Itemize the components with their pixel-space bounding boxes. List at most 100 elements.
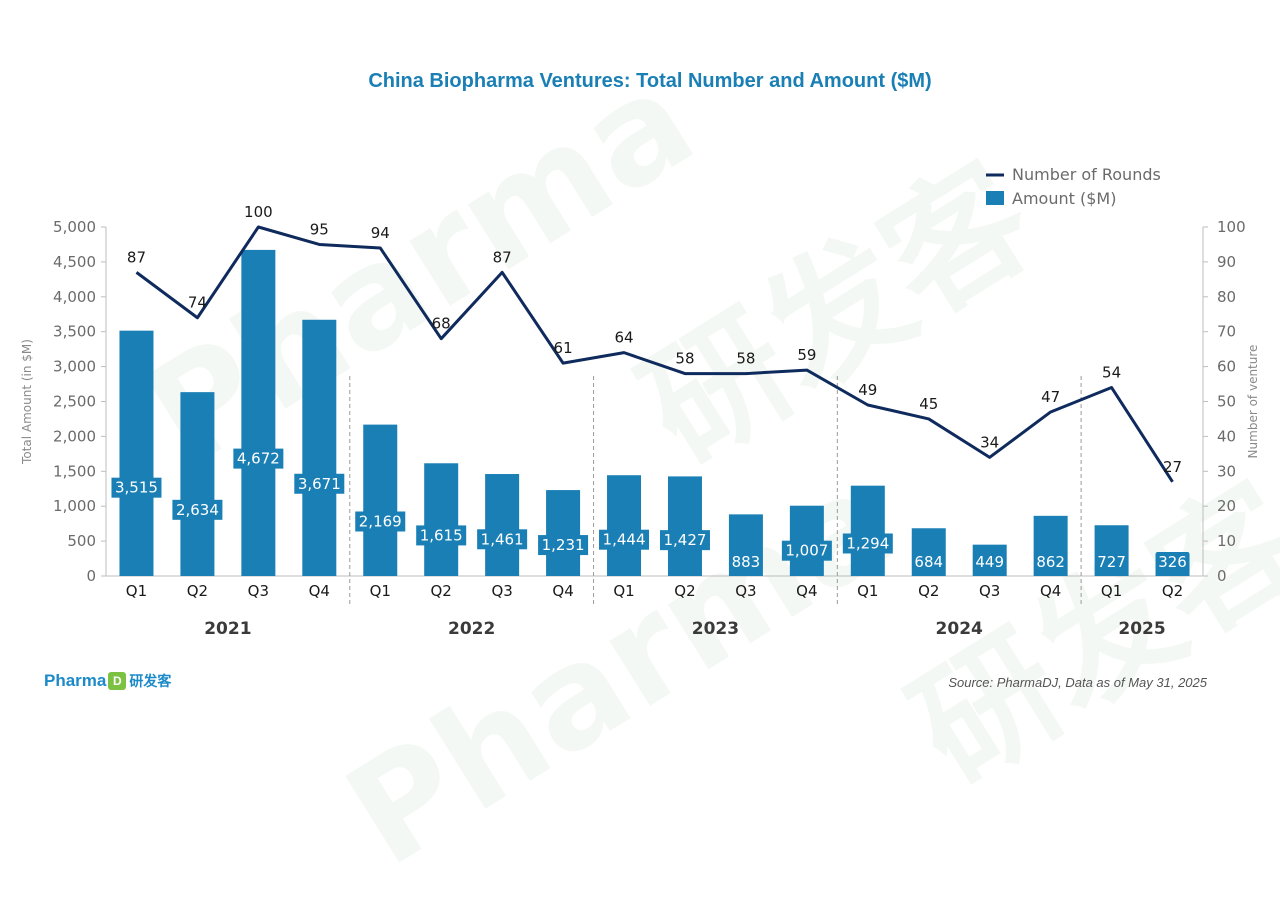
x-tick-label: Q2 [1162,582,1183,600]
bar-label-bg [599,529,650,550]
y-left-tick-label: 4,500 [53,253,96,271]
y-right-tick-label: 0 [1217,567,1227,585]
y-left-tick-label: 500 [67,532,96,550]
y-left-tick-label: 0 [86,567,96,585]
year-group-label: 2021 [204,619,251,639]
line-point-label: 87 [493,248,512,266]
bar-label-bg [659,530,710,551]
bar-label: 3,671 [298,475,341,493]
line-point-label: 49 [858,381,877,399]
bar-label-bg [1156,552,1189,572]
y-right-tick-label: 80 [1217,288,1236,306]
bar-label: 449 [975,553,1004,571]
bar-label-bg [729,552,763,572]
line-series-rounds [135,225,1174,483]
x-tick-label: Q2 [674,582,695,600]
y-right-tick-label: 70 [1217,323,1236,341]
bar [119,330,154,576]
bar-label-bg [416,525,467,546]
x-tick-label: Q4 [1040,582,1061,600]
x-tick-label: Q3 [491,582,512,600]
y-right-tick-label: 100 [1217,218,1246,236]
year-group-label: 2022 [448,619,495,639]
bar-label-bg [1095,552,1128,572]
bar-label: 1,615 [420,526,463,544]
bar-label: 2,169 [359,512,402,530]
bar-label: 1,294 [846,534,889,552]
bar-label: 727 [1097,553,1126,571]
y-left-tick-label: 2,000 [53,427,96,445]
bar [607,475,642,576]
x-tick-label: Q2 [187,582,208,600]
bar-label-bg [172,499,223,520]
line-point-label: 47 [1041,388,1060,406]
line-point-label: 87 [127,248,146,266]
logo-cn-text: 研发客 [129,674,172,690]
bar-label: 4,672 [237,450,280,468]
y-left-tick-label: 2,500 [53,393,96,411]
line-point-label: 54 [1102,364,1121,382]
bar-label-bg [477,529,528,550]
bar-label: 1,444 [603,531,646,549]
bar-label-bg [538,535,589,556]
line-point-label: 100 [244,203,273,221]
y-left-tick-label: 1,500 [53,462,96,480]
chart-svg: 05001,0001,5002,0002,5003,0003,5004,0004… [20,165,1260,639]
bar-label: 3,515 [115,479,158,497]
x-tick-label: Q2 [431,582,452,600]
bar-label: 1,461 [481,530,524,548]
y-left-tick-label: 3,500 [53,323,96,341]
x-tick-label: Q4 [552,582,573,600]
y-left-tick-label: 1,000 [53,497,96,515]
line-point-label: 59 [797,346,816,364]
line-point-label: 58 [736,350,755,368]
logo-mark-icon: D [108,672,127,690]
logo-text: Pharma [44,671,107,690]
legend-bar-swatch [986,191,1004,205]
line-point-label: 64 [614,329,633,347]
bar-label-bg [912,552,945,572]
x-tick-label: Q1 [370,582,391,600]
bar-label: 2,634 [176,501,219,519]
bar [424,463,459,576]
source-note: Source: PharmaDJ, Data as of May 31, 202… [948,675,1207,690]
x-tick-label: Q3 [248,582,269,600]
year-group-label: 2025 [1118,619,1165,639]
y-right-tick-label: 30 [1217,462,1236,480]
bar-label: 1,231 [542,536,585,554]
y-right-tick-label: 10 [1217,532,1236,550]
line-point-label: 74 [188,294,207,312]
bar [363,424,398,576]
bar [241,249,276,576]
line-point-label: 94 [371,224,390,242]
chart-title: China Biopharma Ventures: Total Number a… [368,70,932,92]
x-tick-label: Q3 [979,582,1000,600]
bar-label-bg [294,473,345,494]
line-point-label: 58 [675,350,694,368]
line-point-label: 34 [980,433,999,451]
bar-label-bg [781,540,832,561]
x-tick-label: Q4 [796,582,817,600]
bar-label: 883 [732,553,761,571]
line-point-label: 61 [554,339,573,357]
x-tick-label: Q1 [857,582,878,600]
pharmadj-logo: Pharma D 研发客 [44,671,171,691]
year-group-label: 2024 [936,619,983,639]
y-right-axis-title: Number of venture [1246,345,1260,459]
x-tick-label: Q1 [613,582,634,600]
line-point-label: 68 [432,315,451,333]
bar-label: 1,007 [785,542,828,560]
bar [302,319,337,576]
y-left-tick-label: 5,000 [53,218,96,236]
bar-label-bg [842,533,893,554]
legend-label: Amount ($M) [1012,189,1116,208]
bar [180,392,215,576]
bar [850,485,885,576]
line-point-label: 95 [310,220,329,238]
y-right-tick-label: 20 [1217,497,1236,515]
bar-label: 1,427 [663,531,706,549]
bar-label: 326 [1158,553,1187,571]
bar-label: 684 [914,553,943,571]
bar-label: 862 [1036,553,1065,571]
bar-label-bg [233,448,284,469]
